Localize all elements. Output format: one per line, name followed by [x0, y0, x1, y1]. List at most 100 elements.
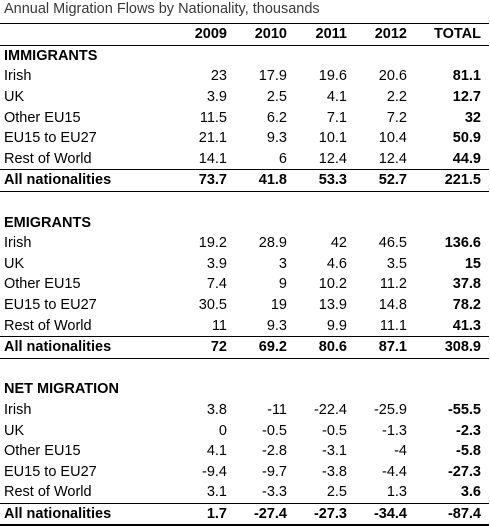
value-cell: 3.9 — [206, 255, 227, 272]
value-cell: 80.6 — [293, 335, 353, 359]
value-cell: -25.9 — [373, 401, 407, 418]
value-cell: 11.1 — [379, 317, 407, 334]
row-label: UK — [4, 89, 25, 106]
value-cell: -27.3 — [293, 502, 353, 526]
total-cell: 37.8 — [452, 276, 481, 293]
row-label: Rest of World — [4, 317, 92, 334]
row-label: UK — [4, 422, 25, 439]
value-cell: 6.2 — [266, 109, 287, 126]
total-cell: -2.3 — [456, 422, 481, 439]
value-cell: 3.8 — [206, 401, 227, 418]
table-row: EU15 to EU27 30.5 19 13.9 14.8 78.2 — [0, 295, 489, 316]
value-cell: 14.1 — [198, 150, 227, 167]
row-label: Other EU15 — [4, 109, 81, 126]
value-cell: -3.8 — [322, 463, 347, 480]
table-row: Other EU15 7.4 9 10.2 11.2 37.8 — [0, 274, 489, 295]
value-cell: 9 — [278, 276, 287, 293]
total-cell: 15 — [464, 255, 481, 272]
value-cell: 72 — [173, 335, 233, 359]
value-cell: 21.1 — [198, 130, 227, 147]
value-cell: 9.9 — [326, 317, 347, 334]
row-label: EU15 to EU27 — [4, 297, 97, 314]
value-cell: 2.2 — [386, 89, 407, 106]
row-label: All nationalities — [0, 169, 173, 192]
table-row: Rest of World 3.1 -3.3 2.5 1.3 3.6 — [0, 482, 489, 503]
all-nationalities-row: All nationalities 72 69.2 80.6 87.1 308.9 — [0, 335, 489, 359]
value-cell: -22.4 — [313, 401, 347, 418]
value-cell: 19.6 — [318, 68, 347, 85]
value-cell: -3.3 — [262, 484, 287, 501]
value-cell: 0 — [218, 422, 227, 439]
total-cell: -27.3 — [447, 463, 481, 480]
value-cell: 17.9 — [258, 68, 287, 85]
header-cell-2009: 2009 — [173, 23, 233, 46]
value-cell: -27.4 — [233, 502, 293, 526]
value-cell: 11.2 — [379, 276, 407, 293]
total-cell: -5.8 — [456, 443, 481, 460]
total-cell: 78.2 — [452, 297, 481, 314]
value-cell: 10.1 — [318, 130, 347, 147]
total-cell: 50.9 — [452, 130, 481, 147]
value-cell: 1.7 — [173, 502, 233, 526]
value-cell: -1.3 — [382, 422, 407, 439]
row-label: UK — [4, 255, 25, 272]
value-cell: 11.5 — [199, 109, 227, 126]
value-cell: 14.8 — [378, 297, 407, 314]
value-cell: 3.5 — [386, 255, 407, 272]
table-row: EU15 to EU27 21.1 9.3 10.1 10.4 50.9 — [0, 128, 489, 149]
table-row: UK 3.9 3 4.6 3.5 15 — [0, 254, 489, 275]
value-cell: 41.8 — [233, 169, 293, 192]
row-label: Irish — [4, 235, 32, 252]
value-cell: -34.4 — [353, 502, 413, 526]
value-cell: 2.5 — [266, 89, 287, 106]
row-label: All nationalities — [0, 502, 173, 526]
section-title: IMMIGRANTS — [4, 47, 98, 64]
value-cell: -4.4 — [382, 463, 407, 480]
value-cell: 6 — [278, 150, 287, 167]
value-cell: 23 — [210, 68, 227, 85]
value-cell: 3.9 — [206, 89, 227, 106]
value-cell: -0.5 — [262, 422, 287, 439]
table-row: Rest of World 11 9.3 9.9 11.1 41.3 — [0, 315, 489, 336]
row-label: Rest of World — [4, 150, 92, 167]
value-cell: 30.5 — [198, 297, 227, 314]
row-label: Rest of World — [4, 484, 92, 501]
total-cell: 44.9 — [452, 150, 481, 167]
all-nationalities-row: All nationalities 1.7 -27.4 -27.3 -34.4 -87.4 — [0, 502, 489, 526]
value-cell: 52.7 — [353, 169, 413, 192]
value-cell: 10.4 — [378, 130, 407, 147]
section-title: EMIGRANTS — [4, 214, 91, 231]
header-cell-2010: 2010 — [233, 23, 293, 46]
header-cell-total: TOTAL — [413, 23, 489, 46]
value-cell: 46.5 — [378, 235, 407, 252]
total-cell: -55.5 — [447, 401, 481, 418]
header-row: 2009 2010 2011 2012 TOTAL — [0, 23, 489, 46]
table-body: IMMIGRANTS Irish 23 17.9 19.6 20.6 81.1 UK 3.9 2.… — [0, 45, 489, 526]
section-header-row: NET MIGRATION — [0, 379, 489, 400]
row-label: All nationalities — [0, 335, 173, 359]
value-cell: 13.9 — [318, 297, 347, 314]
value-cell: 4.1 — [326, 89, 347, 106]
row-label: EU15 to EU27 — [4, 463, 97, 480]
total-cell: 308.9 — [413, 335, 489, 359]
all-nationalities-row: All nationalities 73.7 41.8 53.3 52.7 221.5 — [0, 169, 489, 192]
value-cell: -2.8 — [262, 443, 287, 460]
table-row: EU15 to EU27 -9.4 -9.7 -3.8 -4.4 -27.3 — [0, 461, 489, 482]
header-cell-2011: 2011 — [293, 23, 353, 46]
total-cell: 41.3 — [452, 317, 481, 334]
table-row: UK 3.9 2.5 4.1 2.2 12.7 — [0, 87, 489, 108]
table-row: Other EU15 11.5 6.2 7.1 7.2 32 — [0, 107, 489, 128]
value-cell: 7.2 — [386, 109, 407, 126]
row-label: Irish — [4, 68, 32, 85]
value-cell: 4.1 — [206, 443, 227, 460]
total-cell: 3.6 — [460, 484, 481, 501]
value-cell: 10.2 — [318, 276, 347, 293]
header-cell-2012: 2012 — [353, 23, 413, 46]
value-cell: 73.7 — [173, 169, 233, 192]
value-cell: 9.3 — [266, 317, 287, 334]
value-cell: 3 — [278, 255, 287, 272]
table-row: Other EU15 4.1 -2.8 -3.1 -4 -5.8 — [0, 441, 489, 462]
value-cell: -9.7 — [262, 463, 287, 480]
migration-table: 2009 2010 2011 2012 TOTAL IMMIGRANTS Iris… — [0, 23, 489, 526]
total-cell: 221.5 — [413, 169, 489, 192]
